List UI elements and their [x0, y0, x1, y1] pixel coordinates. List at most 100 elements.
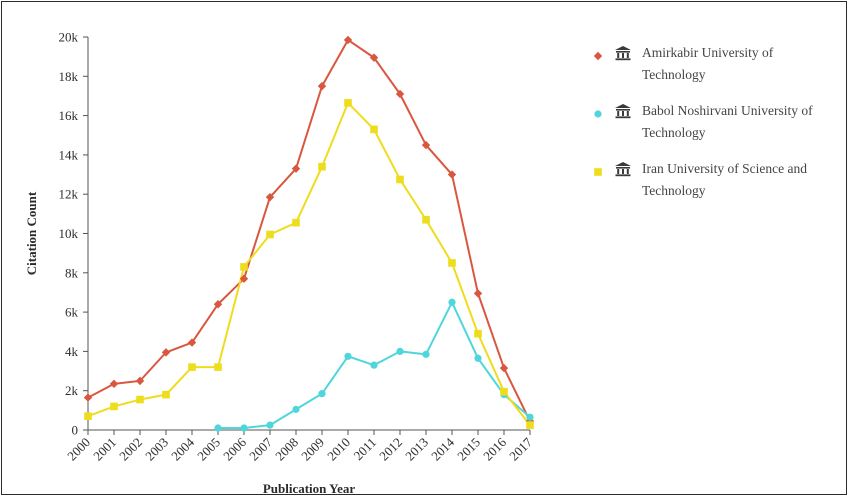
y-tick-label: 0	[72, 423, 79, 438]
y-tick-label: 16k	[59, 108, 79, 123]
series-line-0	[87, 38, 531, 422]
x-tick-label: 2012	[376, 435, 405, 464]
y-tick-label: 10k	[59, 226, 79, 241]
data-point	[344, 352, 352, 360]
data-point	[318, 162, 326, 171]
legend-marker	[592, 163, 604, 176]
data-point	[370, 125, 378, 134]
data-point	[526, 413, 534, 421]
data-point	[474, 354, 482, 362]
x-tick-label: 2014	[428, 434, 457, 463]
data-point	[266, 421, 274, 429]
x-tick-label: 2003	[142, 435, 171, 464]
data-point	[473, 289, 483, 298]
data-point	[421, 140, 431, 150]
x-axis-title: Publication Year	[263, 481, 356, 496]
legend-marker-shape	[593, 51, 603, 61]
legend-label-line: Technology	[642, 67, 706, 82]
legend-marker-shape	[594, 168, 602, 176]
data-point	[317, 81, 327, 91]
data-point	[188, 363, 196, 371]
data-point	[292, 218, 300, 227]
data-point	[318, 390, 326, 398]
y-tick-label: 2k	[65, 383, 79, 398]
data-point	[135, 376, 145, 386]
legend-label-line: Technology	[642, 183, 706, 198]
data-point	[83, 393, 93, 402]
data-point	[110, 402, 118, 411]
legend-marker	[592, 105, 604, 118]
data-point	[240, 424, 248, 432]
y-tick-label: 6k	[65, 305, 79, 320]
data-point	[84, 412, 92, 421]
x-tick-label: 2006	[220, 434, 249, 463]
x-tick-label: 2017	[506, 434, 535, 463]
data-point	[239, 274, 249, 283]
x-tick-label: 2001	[90, 435, 119, 464]
x-tick-label: 2004	[168, 434, 197, 463]
data-point	[265, 192, 275, 202]
legend-marker-shape	[594, 110, 602, 118]
y-axis-title: Citation Count	[24, 191, 39, 275]
legend-item[interactable]: Babol Noshirvani University of Technology	[590, 100, 840, 144]
institution-icon	[614, 45, 632, 61]
chart-legend: Amirkabir University of Technology Babol N…	[590, 42, 840, 216]
data-point	[395, 89, 405, 99]
series-line-2	[87, 101, 531, 426]
legend-label-line: Babol Noshirvani University of	[642, 103, 813, 118]
x-tick-label: 2011	[350, 435, 379, 464]
data-point	[448, 259, 456, 267]
legend-label-line: Iran University of Science and	[642, 161, 807, 176]
data-point	[448, 298, 456, 306]
data-point	[162, 390, 170, 399]
x-tick-label: 2013	[402, 435, 431, 464]
x-tick-label: 2008	[272, 435, 301, 464]
data-point	[447, 170, 457, 179]
data-point	[370, 361, 378, 369]
data-point	[526, 421, 534, 429]
data-point	[214, 363, 222, 371]
x-tick-label: 2015	[454, 435, 483, 464]
x-tick-label: 2009	[298, 435, 327, 464]
legend-label-line: Amirkabir University of	[642, 45, 774, 60]
legend-item[interactable]: Amirkabir University of Technology	[590, 42, 840, 86]
y-tick-label: 18k	[59, 69, 79, 84]
y-tick-label: 4k	[65, 344, 79, 359]
y-tick-label: 20k	[59, 30, 79, 45]
data-point	[266, 230, 274, 239]
legend-item[interactable]: Iran University of Science and Technology	[590, 158, 840, 202]
x-tick-label: 2005	[194, 435, 223, 464]
x-tick-label: 2000	[64, 435, 93, 464]
data-point	[161, 348, 171, 357]
legend-marker	[592, 47, 604, 61]
x-tick-label: 2010	[324, 435, 353, 464]
data-point	[474, 329, 482, 338]
institution-icon	[614, 161, 632, 177]
data-point	[109, 379, 119, 389]
data-point	[213, 300, 223, 309]
x-tick-label: 2002	[116, 435, 145, 464]
x-tick-label: 2007	[246, 434, 275, 463]
x-tick-label: 2016	[480, 434, 509, 463]
data-point	[291, 164, 301, 173]
y-tick-label: 14k	[59, 147, 79, 162]
y-tick-label: 8k	[65, 265, 79, 280]
legend-label-line: Technology	[642, 125, 706, 140]
data-point	[396, 175, 404, 184]
data-point	[369, 53, 379, 62]
data-point	[187, 338, 197, 347]
data-point	[499, 363, 509, 373]
institution-icon	[614, 103, 632, 119]
data-point	[343, 35, 353, 45]
data-point	[292, 405, 300, 413]
data-point	[136, 395, 144, 404]
data-point	[214, 424, 222, 432]
data-point	[240, 263, 248, 271]
data-point	[422, 350, 430, 358]
data-point	[344, 99, 352, 107]
data-point	[422, 215, 430, 224]
y-tick-label: 12k	[59, 187, 79, 202]
data-point	[396, 347, 404, 355]
